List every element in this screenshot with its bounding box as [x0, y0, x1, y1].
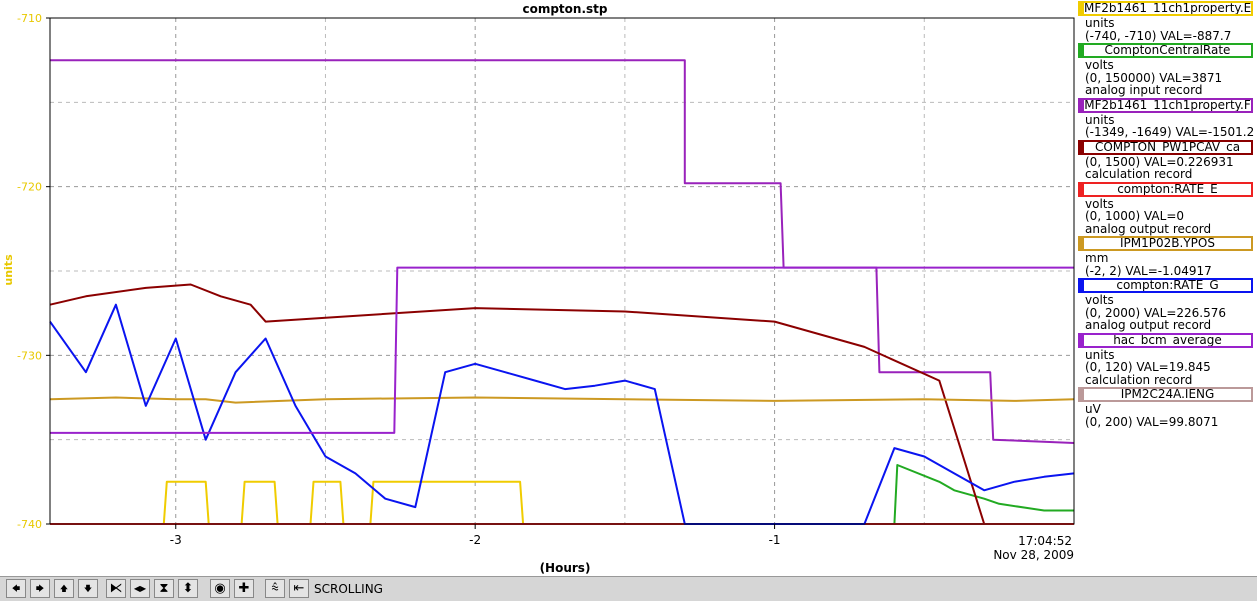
compress-vertical-icon[interactable]: ⧗	[154, 579, 174, 598]
x-tick-label: -1	[769, 533, 781, 547]
scroll-left-icon[interactable]: 🡄	[6, 579, 26, 598]
legend-detail: (0, 150000) VAL=3871	[1085, 70, 1223, 85]
y-tick-label: -730	[17, 349, 42, 362]
legend-item-mf2b1461-11ch1property-f[interactable]: MF2b1461_11ch1property.F	[1078, 97, 1253, 113]
series-line-hac-bcm-average	[50, 266, 1074, 434]
series-line-comptoncentralrate	[50, 464, 1074, 525]
legend-detail: (0, 1000) VAL=0	[1085, 209, 1185, 223]
legend-detail: units	[1085, 112, 1115, 127]
legend-item-hac-bcm-average[interactable]: hac_bcm_average	[1078, 332, 1253, 348]
toolbar: 🡄 🡆 🡅 🡇 ⧔ ◀▶ ⧗ ⬍ ◉ ✚ ⩯ ⇤ SCROLLING	[0, 576, 1257, 601]
legend-item-comptoncentralrate[interactable]: ComptonCentralRate	[1078, 43, 1253, 58]
expand-horizontal-icon[interactable]: ◀▶	[130, 579, 150, 598]
legend-detail: (0, 1500) VAL=0.226931	[1085, 154, 1234, 169]
legend-detail: calculation record	[1085, 372, 1193, 387]
axes: -710 -720 -730 -740 -3 -2 -1	[17, 12, 1075, 547]
legend-detail: (-740, -710) VAL=-887.7	[1085, 28, 1232, 43]
legend-detail: (0, 200) VAL=99.8071	[1085, 414, 1219, 429]
y-axis-label: units	[2, 254, 15, 286]
legend-detail: analog output record	[1085, 318, 1212, 332]
legend-detail: analog output record	[1085, 221, 1212, 236]
y-tick-label: -710	[17, 12, 42, 25]
legend-item-ipm2c24a-ieng[interactable]: IPM2C24A.IENG	[1078, 387, 1253, 402]
zoom-in-icon[interactable]: ✚	[234, 579, 254, 598]
expand-vertical-icon[interactable]: ⬍	[178, 579, 198, 598]
series-line-ipm1p02b-ypos	[49, 396, 1075, 404]
legend-detail: units	[1085, 16, 1115, 30]
stack-icon[interactable]: ⩯	[265, 579, 285, 598]
legend-detail: mm	[1085, 251, 1109, 265]
series-line-mf2b1461-11ch1property-f	[50, 59, 1075, 444]
y-tick-label: -720	[17, 181, 42, 194]
scroll-up-icon[interactable]: 🡅	[54, 579, 74, 598]
legend-detail: volts	[1085, 293, 1114, 307]
plot-area	[49, 17, 1075, 525]
series-line-compton-rate-g	[49, 303, 1075, 525]
legend-item-compton-pw1pcav-ca[interactable]: COMPTON_PW1PCAV_ca	[1078, 139, 1253, 155]
legend-item-compton-rate-e[interactable]: compton:RATE_E	[1078, 181, 1253, 197]
legend-detail: calculation record	[1085, 167, 1193, 181]
compress-horizontal-icon[interactable]: ⧔	[106, 579, 126, 598]
legend-detail: (0, 120) VAL=19.845	[1085, 360, 1211, 374]
legend-detail: (0, 2000) VAL=226.576	[1085, 305, 1226, 320]
series-lines	[49, 59, 1075, 525]
legend-item-ipm1p02b-ypos[interactable]: IPM1P02B.YPOS	[1078, 236, 1253, 251]
x-tick-label: -2	[469, 533, 481, 547]
legend-detail: (-2, 2) VAL=-1.04917	[1085, 263, 1212, 278]
scroll-down-icon[interactable]: 🡇	[78, 579, 98, 598]
grid	[50, 18, 1074, 524]
legend-item-mf2b1461-11ch1property-e[interactable]: MF2b1461_11ch1property.E	[1078, 1, 1253, 16]
chart-title: compton.stp	[522, 2, 607, 16]
time-label: 17:04:52	[1018, 534, 1072, 548]
date-label: Nov 28, 2009	[993, 548, 1074, 562]
series-line-mf2b1461-11ch1property-e	[50, 480, 1074, 525]
zoom-reset-icon[interactable]: ◉	[210, 579, 230, 598]
status-text: SCROLLING	[314, 582, 383, 596]
legend-detail: (-1349, -1649) VAL=-1501.2	[1085, 125, 1255, 139]
legend-detail: volts	[1085, 58, 1114, 72]
legend-detail: uV	[1085, 402, 1101, 416]
scroll-right-icon[interactable]: 🡆	[30, 579, 50, 598]
legend-item-compton-rate-g[interactable]: compton:RATE_G	[1078, 278, 1253, 293]
legend-detail: volts	[1085, 196, 1114, 211]
legend-detail: analog input record	[1085, 83, 1203, 97]
y-tick-label: -740	[17, 518, 42, 531]
legend-detail: units	[1085, 347, 1115, 362]
toggle-scroll-icon[interactable]: ⇤	[289, 579, 309, 598]
series-line-compton-pw1pcav-ca	[49, 283, 1074, 525]
x-tick-label: -3	[170, 533, 182, 547]
x-axis-label: (Hours)	[540, 561, 591, 575]
